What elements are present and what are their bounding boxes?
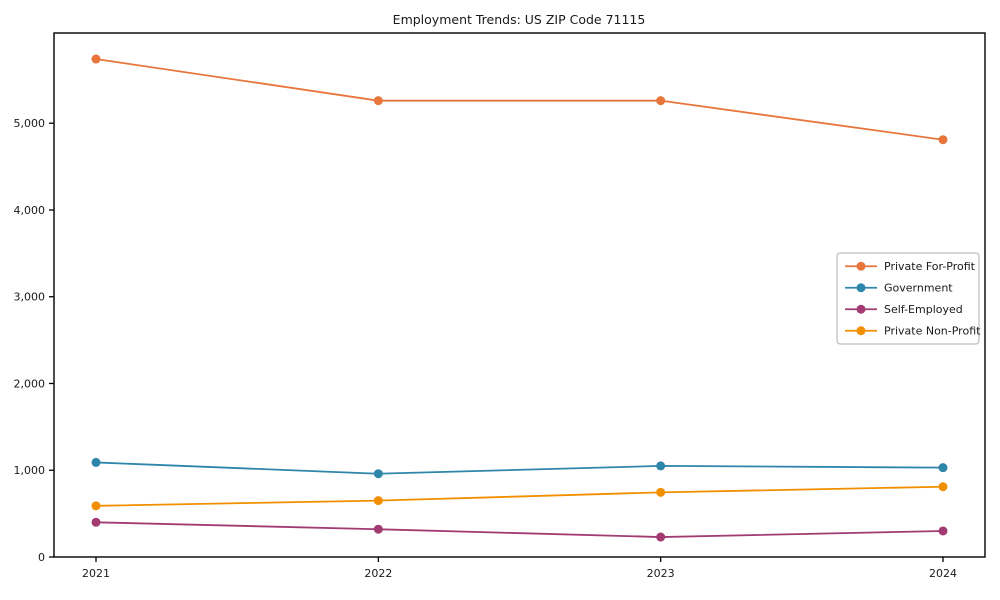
data-point-marker-government (91, 457, 101, 467)
legend: Private For-Profit Government Self-Employe… (836, 252, 981, 345)
legend-marker (856, 304, 866, 314)
data-point-marker-government (938, 463, 948, 473)
data-point-marker-government (373, 469, 383, 479)
data-point-marker-private-non-profit (938, 482, 948, 492)
series-line-private-for-profit (95, 58, 944, 141)
data-point-marker-government (656, 461, 666, 471)
x-axis-tick-label: 2023 (647, 567, 675, 580)
x-axis-tick-label: 2022 (364, 567, 392, 580)
series-line-self-employed (95, 521, 944, 538)
x-axis-tick-label: 2021 (82, 567, 110, 580)
legend-item-label: Private Non-Profit (884, 325, 981, 338)
data-point-marker-private-non-profit (656, 487, 666, 497)
x-axis-tick-label: 2024 (929, 567, 957, 580)
legend-box (836, 252, 980, 345)
chart-title: Employment Trends: US ZIP Code 71115 (393, 12, 646, 27)
y-axis-tick-label: 3,000 (14, 291, 46, 304)
axes-spines (53, 32, 986, 558)
y-axis-tick-label: 0 (38, 551, 45, 564)
y-axis-tick-label: 5,000 (14, 117, 46, 130)
data-point-marker-private-for-profit (938, 135, 948, 145)
y-axis-tick-label: 4,000 (14, 204, 46, 217)
plot-area: 0 1,000 2,000 3,000 4,000 5,000 2021 2022 2023 20… (14, 32, 986, 580)
data-point-marker-private-non-profit (373, 496, 383, 506)
legend-item-self-employed: Self-Employed (845, 303, 963, 316)
legend-item-label: Private For-Profit (884, 260, 976, 273)
data-point-marker-private-for-profit (656, 96, 666, 106)
legend-item-private-for-profit: Private For-Profit (845, 260, 976, 273)
legend-item-label: Self-Employed (884, 303, 963, 316)
legend-item-private-non-profit: Private Non-Profit (845, 325, 981, 338)
legend-marker (856, 261, 866, 271)
data-point-marker-self-employed (91, 517, 101, 527)
data-point-marker-self-employed (373, 524, 383, 534)
data-point-marker-private-for-profit (373, 96, 383, 106)
y-axis-tick-label: 1,000 (14, 464, 46, 477)
data-point-marker-self-employed (656, 532, 666, 542)
data-point-marker-private-for-profit (91, 54, 101, 64)
data-point-marker-private-non-profit (91, 501, 101, 511)
legend-marker (856, 326, 866, 336)
series-line-private-non-profit (95, 485, 944, 507)
y-axis-tick-label: 2,000 (14, 377, 46, 390)
data-point-marker-self-employed (938, 526, 948, 536)
legend-item-label: Government (884, 282, 953, 295)
series-line-government (95, 461, 944, 475)
legend-marker (856, 283, 866, 293)
legend-item-government: Government (845, 282, 953, 295)
